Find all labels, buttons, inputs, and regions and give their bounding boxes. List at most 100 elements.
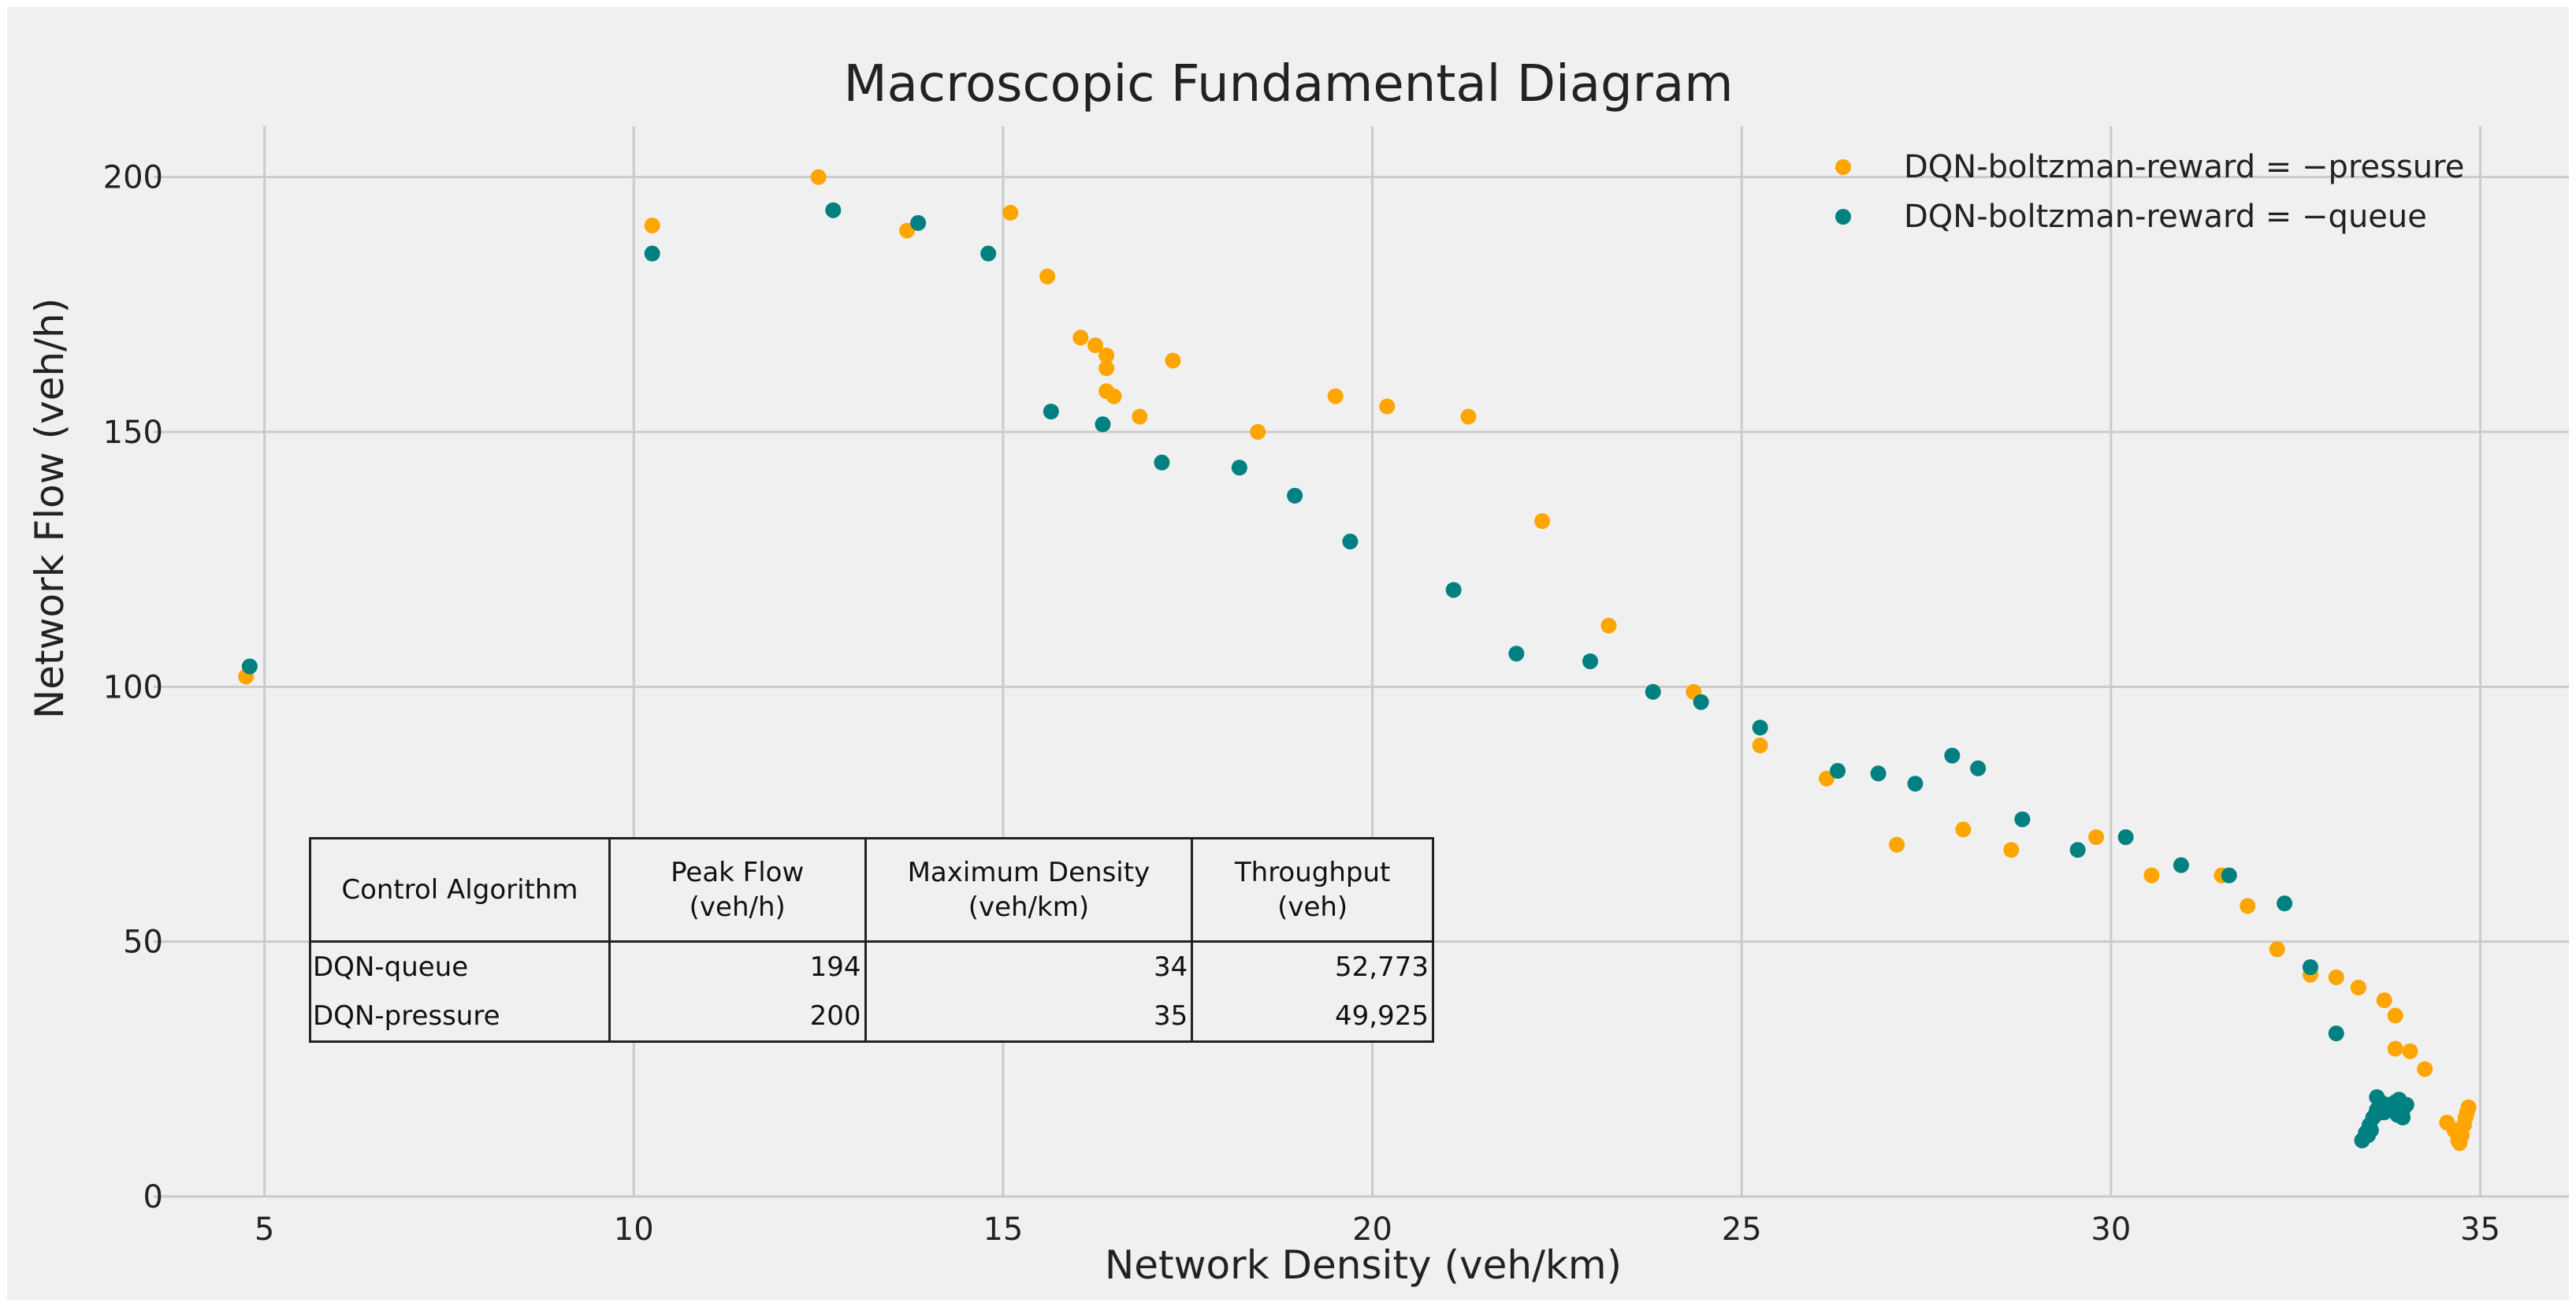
header-line: Throughput — [1234, 857, 1391, 888]
scatter-point — [2302, 959, 2318, 975]
scatter-point — [1098, 348, 1115, 363]
scatter-point — [2117, 829, 2134, 846]
data-points — [238, 169, 2477, 1152]
scatter-point — [2372, 1094, 2388, 1111]
table-cell: 35 — [864, 992, 1194, 1043]
table-cell: 34 — [864, 940, 1194, 992]
scatter-point — [1287, 487, 1303, 504]
header-peak-flow: Peak Flow (veh/h) — [608, 837, 867, 943]
scatter-point — [1098, 360, 1115, 377]
header-line: (veh) — [1277, 891, 1348, 923]
y-tick-label: 0 — [143, 1179, 163, 1215]
y-axis-label: Network Flow (veh/h) — [27, 298, 72, 719]
table-row: DQN-pressure 200 35 49,925 — [309, 992, 1434, 1043]
scatter-point — [810, 169, 827, 185]
scatter-point — [1582, 653, 1599, 669]
scatter-point — [899, 222, 916, 239]
scatter-point — [2402, 1043, 2418, 1059]
scatter-point — [1907, 776, 1924, 792]
scatter-point — [1889, 836, 1905, 853]
y-tick-label: 100 — [103, 669, 163, 705]
scatter-point — [2376, 992, 2392, 1009]
scatter-point — [2143, 867, 2160, 884]
legend-marker-pressure — [1835, 159, 1851, 175]
scatter-point — [2277, 895, 2293, 912]
scatter-point — [2088, 829, 2105, 846]
scatter-point — [1645, 683, 1661, 700]
x-tick-label: 30 — [2091, 1211, 2131, 1248]
scatter-point — [2328, 969, 2344, 985]
y-tick-label: 150 — [103, 415, 163, 451]
table-cell: DQN-pressure — [309, 992, 611, 1043]
scatter-point — [1955, 821, 1972, 838]
table-cell: 49,925 — [1191, 992, 1434, 1043]
legend-label-pressure: DQN-boltzman-reward = −pressure — [1904, 149, 2464, 185]
scatter-point — [1327, 388, 1344, 404]
scatter-point — [1250, 424, 1266, 440]
scatter-point — [1693, 694, 1709, 710]
header-line: Maximum Density — [907, 857, 1150, 888]
y-tick-label: 200 — [103, 160, 163, 196]
x-tick-label: 20 — [1352, 1211, 1392, 1248]
scatter-point — [1460, 408, 1477, 425]
x-tick-label: 5 — [255, 1211, 274, 1248]
header-line: Peak Flow — [671, 857, 805, 888]
scatter-point — [1043, 404, 1059, 420]
scatter-point — [2014, 811, 2031, 828]
scatter-point — [241, 658, 258, 675]
scatter-point — [1154, 454, 1170, 471]
y-tick-label: 50 — [123, 925, 163, 961]
table-header-row: Control Algorithm Peak Flow (veh/h) Maxi… — [309, 837, 1434, 943]
scatter-point — [1508, 646, 1525, 662]
legend-marker-queue — [1835, 209, 1851, 225]
scatter-point — [1087, 337, 1104, 354]
scatter-point — [1870, 765, 1886, 782]
scatter-point — [644, 218, 660, 234]
scatter-point — [2460, 1099, 2477, 1115]
table-cell: 194 — [608, 940, 867, 992]
legend: DQN-boltzman-reward = −pressure DQN-bolt… — [1835, 149, 2464, 235]
table-cell: 200 — [608, 992, 867, 1043]
header-throughput: Throughput (veh) — [1191, 837, 1434, 943]
scatter-point — [1002, 204, 1019, 221]
scatter-point — [1944, 747, 1961, 764]
scatter-point — [1231, 460, 1247, 476]
scatter-point — [1445, 582, 1462, 598]
scatter-point — [980, 245, 997, 262]
scatter-point — [1039, 268, 1056, 285]
scatter-point — [2173, 857, 2189, 873]
scatter-point — [2221, 867, 2237, 884]
scatter-point — [1819, 770, 1835, 787]
scatter-point — [1072, 329, 1089, 346]
header-control-algorithm: Control Algorithm — [309, 837, 611, 943]
header-line: (veh/km) — [968, 891, 1090, 923]
scatter-point — [1830, 763, 1846, 780]
scatter-point — [1600, 617, 1617, 634]
scatter-point — [1132, 408, 1148, 425]
scatter-point — [2367, 1107, 2384, 1123]
x-tick-label: 15 — [983, 1211, 1023, 1248]
scatter-point — [2350, 979, 2366, 996]
chart-title: Macroscopic Fundamental Diagram — [843, 55, 1733, 114]
table-row: DQN-queue 194 34 52,773 — [309, 940, 1434, 992]
scatter-point — [2417, 1061, 2433, 1077]
scatter-point — [2387, 1040, 2403, 1057]
header-maximum-density: Maximum Density (veh/km) — [864, 837, 1194, 943]
series-queue — [241, 202, 2414, 1148]
scatter-point — [825, 202, 842, 218]
scatter-point — [1106, 388, 1122, 404]
figure-background — [7, 7, 2569, 1300]
scatter-point — [1752, 737, 1768, 754]
scatter-point — [2328, 1025, 2344, 1042]
scatter-point — [1342, 534, 1359, 550]
scatter-point — [2240, 898, 2256, 914]
scatter-point — [2269, 941, 2285, 958]
scatter-point — [2362, 1122, 2379, 1138]
x-tick-label: 25 — [1722, 1211, 1762, 1248]
summary-table: Control Algorithm Peak Flow (veh/h) Maxi… — [309, 837, 1434, 1043]
scatter-point — [2389, 1107, 2406, 1123]
header-line: (veh/h) — [689, 891, 786, 923]
x-axis-label: Network Density (veh/km) — [1105, 1242, 1622, 1288]
